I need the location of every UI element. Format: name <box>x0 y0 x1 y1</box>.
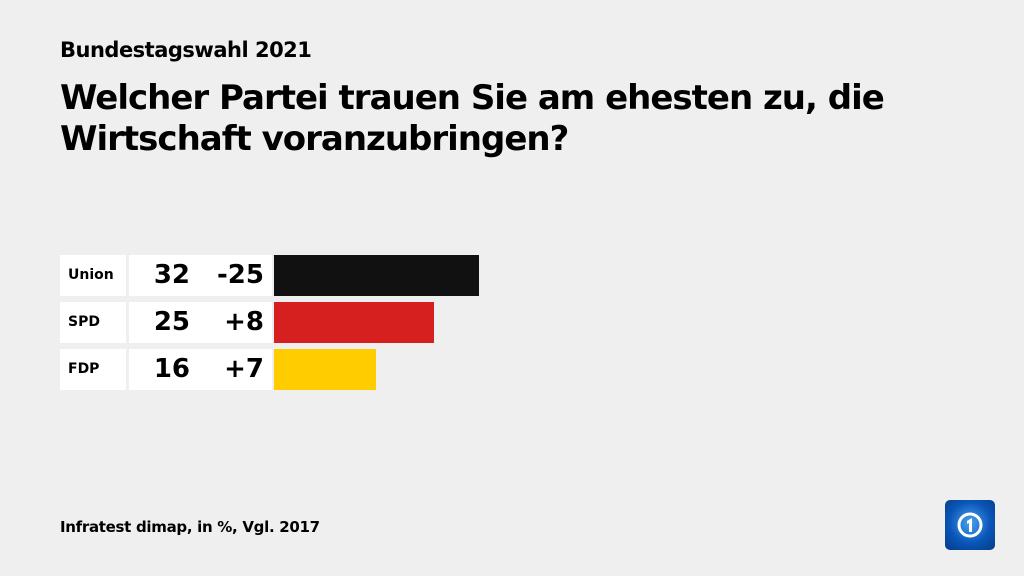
bar <box>274 349 377 390</box>
value-label: 16 <box>153 354 190 384</box>
value-cell: 16 +7 <box>129 349 272 390</box>
value-label: 25 <box>153 307 190 337</box>
value-cell: 32 -25 <box>129 255 272 296</box>
chart-title: Welcher Partei trauen Sie am ehesten zu,… <box>60 78 885 159</box>
value-cell: 25 +8 <box>129 302 272 343</box>
bar <box>274 302 434 343</box>
change-label: +8 <box>224 307 264 337</box>
value-label: 32 <box>153 260 190 290</box>
chart-supertitle: Bundestagswahl 2021 <box>60 38 312 62</box>
source-note: Infratest dimap, in %, Vgl. 2017 <box>60 518 320 536</box>
category-label: SPD <box>60 302 126 343</box>
change-label: -25 <box>217 260 264 290</box>
category-label: Union <box>60 255 126 296</box>
bar <box>274 255 479 296</box>
broadcaster-logo-icon <box>945 500 995 550</box>
category-label: FDP <box>60 349 126 390</box>
change-label: +7 <box>224 354 264 384</box>
